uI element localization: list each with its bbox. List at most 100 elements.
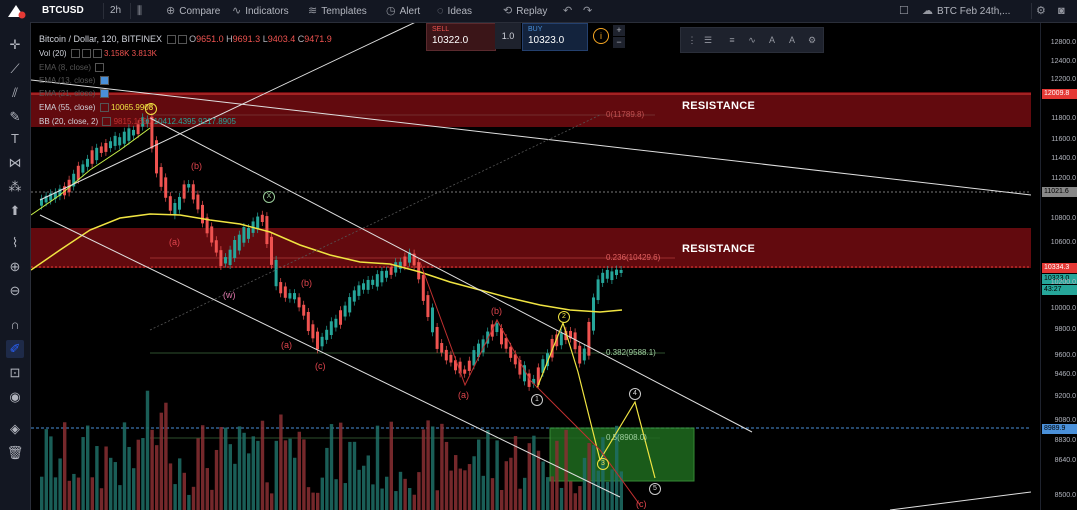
wave-projection[interactable] xyxy=(536,321,656,479)
ruler-tool[interactable]: ⌇ xyxy=(6,234,24,252)
volume-bar xyxy=(164,402,168,510)
legend-eye-icon[interactable] xyxy=(166,35,176,45)
trendline-tool[interactable]: ⟋ xyxy=(6,60,24,78)
candle-body xyxy=(58,188,62,197)
line-style-icon[interactable]: ☰ xyxy=(703,35,713,45)
trendline-bottom-right[interactable] xyxy=(889,491,1031,510)
wave-number-5-top: 5 xyxy=(145,103,157,115)
resistance-label-lower[interactable]: RESISTANCE xyxy=(682,243,756,255)
candle-body xyxy=(339,310,342,325)
pitchfork-tool[interactable]: ⫽ xyxy=(6,84,24,102)
channel-upper-line[interactable] xyxy=(149,117,753,433)
prediction-tool[interactable]: ⁂ xyxy=(6,178,24,196)
trendline-upper-left[interactable] xyxy=(39,23,420,201)
chart-type-button[interactable]: ⫼ xyxy=(137,0,146,22)
candle-body xyxy=(86,158,89,167)
top-toolbar: BTCUSD 2h ⫼ ⊕ Compare ∿ Indicators ≋ Templa… xyxy=(0,0,1077,23)
legend-settings-icon[interactable] xyxy=(177,35,187,45)
zoom-out-tool[interactable]: ⊖ xyxy=(6,282,24,300)
volume-legend[interactable]: Vol (20) 3.158K 3.813K xyxy=(39,49,157,59)
pattern-tool[interactable]: ⋈ xyxy=(6,154,24,172)
channel-lower-line[interactable] xyxy=(39,214,621,498)
candle-body xyxy=(187,183,191,188)
ema55-eye-icon[interactable] xyxy=(99,103,109,113)
settings-button[interactable]: ⚙ xyxy=(1036,0,1050,22)
zoom-in-tool[interactable]: ⊕ xyxy=(6,258,24,276)
long-trendline[interactable] xyxy=(31,79,1031,196)
ema8-legend[interactable]: EMA (8, close) xyxy=(39,63,105,73)
info-icon[interactable]: i xyxy=(593,28,609,44)
ema55-name: EMA (55, close) xyxy=(39,103,96,112)
wave-icon[interactable]: ∿ xyxy=(748,35,756,45)
line-width-icon[interactable]: ≡ xyxy=(729,35,735,45)
candle-body xyxy=(564,330,568,341)
fib-diagonal[interactable] xyxy=(149,114,601,331)
vol-close-icon[interactable] xyxy=(92,49,102,59)
fullscreen-button[interactable]: ☐ xyxy=(899,0,913,22)
ema13-eye-icon[interactable] xyxy=(99,76,109,86)
alert-button[interactable]: ◷ Alert xyxy=(386,0,420,22)
tradingview-logo[interactable] xyxy=(6,3,28,19)
indicators-button[interactable]: ∿ Indicators xyxy=(232,0,289,22)
ema21-legend[interactable]: EMA (21, close) xyxy=(39,89,109,99)
undo-button[interactable]: ↶ xyxy=(563,0,576,22)
drag-handle-icon[interactable]: ⋮ xyxy=(687,35,697,45)
hide-tool[interactable]: ◉ xyxy=(6,388,24,406)
price-axis[interactable]: 12009.8 11021.6 10334.3 10323.0 43:27 89… xyxy=(1040,23,1077,510)
text-tool[interactable]: T xyxy=(6,130,24,148)
candle-body xyxy=(99,146,103,153)
lock-tool[interactable]: ⊡ xyxy=(6,364,24,382)
drawing-mode-tool[interactable]: ✐ xyxy=(6,340,24,358)
ema13-legend[interactable]: EMA (13, close) xyxy=(39,76,109,86)
font-size-icon[interactable]: A xyxy=(788,35,795,45)
candle-body xyxy=(573,332,577,350)
quantity-plus-button[interactable]: + xyxy=(613,25,625,36)
candle-body xyxy=(463,369,467,374)
delete-tool[interactable]: 🗑 xyxy=(6,444,24,462)
interval-button[interactable]: 2h xyxy=(110,5,122,16)
settings-small-icon[interactable]: ⚙ xyxy=(807,35,817,45)
volume-bar xyxy=(311,492,315,510)
candle-body xyxy=(95,147,99,161)
buy-button[interactable]: BUY 10323.0 xyxy=(522,23,588,51)
bb-eye-icon[interactable] xyxy=(102,117,112,127)
ideas-button[interactable]: ◌ Ideas xyxy=(437,0,472,22)
compare-button[interactable]: ⊕ Compare xyxy=(166,0,220,22)
arrow-up-tool[interactable]: ⬆ xyxy=(6,202,24,220)
crosshair-tool[interactable]: ✛ xyxy=(6,36,24,54)
quantity-minus-button[interactable]: − xyxy=(613,37,625,48)
ema8-eye-icon[interactable] xyxy=(95,63,105,73)
vol-name: Vol (20) xyxy=(39,49,67,58)
volume-bar xyxy=(426,420,430,510)
camera-button[interactable]: ◙ xyxy=(1058,0,1069,22)
resistance-label-upper[interactable]: RESISTANCE xyxy=(682,100,756,112)
volume-bar xyxy=(44,429,48,510)
redo-button[interactable]: ↷ xyxy=(583,0,596,22)
volume-bar xyxy=(178,458,182,510)
text-color-icon[interactable]: A xyxy=(768,35,775,45)
ema21-eye-icon[interactable] xyxy=(99,89,109,99)
sell-button[interactable]: SELL 10322.0 xyxy=(426,23,496,51)
layout-button[interactable]: ☁ BTC Feb 24th,... xyxy=(922,0,1010,22)
replay-button[interactable]: ⟲ Replay xyxy=(503,0,547,22)
candle-body xyxy=(274,259,278,287)
ema55-legend[interactable]: EMA (55, close) 10065.9908 xyxy=(39,103,153,113)
ema-55-line[interactable] xyxy=(31,213,623,313)
ema-8-line[interactable] xyxy=(31,127,151,216)
resistance-zone-upper[interactable] xyxy=(31,92,1031,127)
resistance-zone-lower[interactable] xyxy=(31,228,1031,268)
bb-legend[interactable]: BB (20, close, 2) 9815.1650 10412.4395 9… xyxy=(39,117,236,127)
vol-settings-icon[interactable] xyxy=(81,49,91,59)
candle-body xyxy=(334,318,338,328)
candle-body xyxy=(201,204,204,224)
templates-button[interactable]: ≋ Templates xyxy=(308,0,367,22)
buy-price: 10323.0 xyxy=(528,35,565,46)
magnet-tool[interactable]: ∩ xyxy=(6,316,24,334)
symbol-search[interactable]: BTCUSD xyxy=(42,5,84,16)
vol-eye-icon[interactable] xyxy=(70,49,80,59)
volume-bar xyxy=(237,426,242,510)
candle-body xyxy=(518,360,522,375)
layers-tool[interactable]: ◈ xyxy=(6,420,24,438)
price-chart[interactable] xyxy=(31,23,1031,510)
brush-tool[interactable]: ✎ xyxy=(6,108,24,126)
